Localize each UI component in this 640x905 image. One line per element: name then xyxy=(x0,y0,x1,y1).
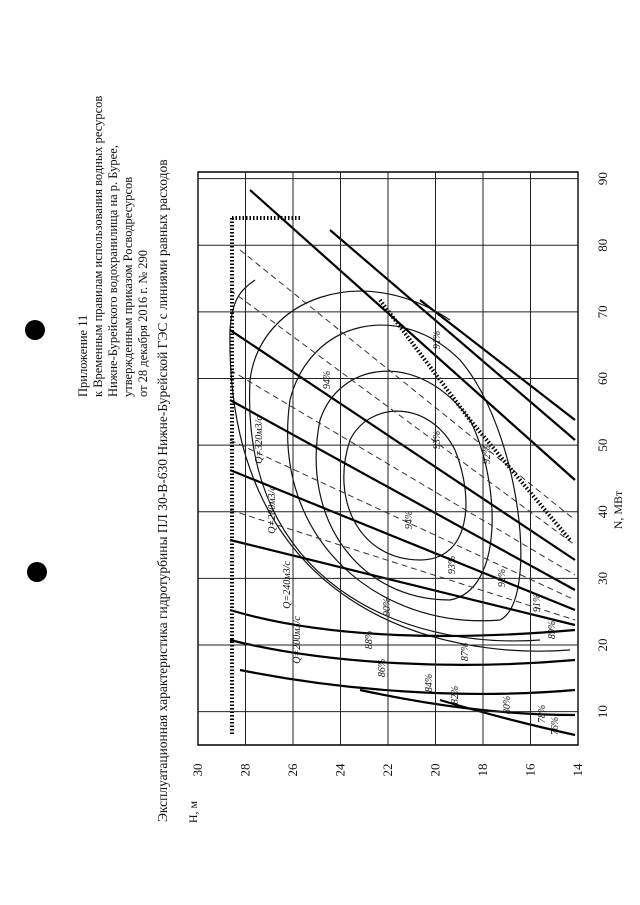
contour-label: 94% xyxy=(322,371,333,389)
flow-line xyxy=(229,399,576,591)
contour-label: 82% xyxy=(450,686,461,704)
flow-line xyxy=(229,439,576,601)
contour-label: 93% xyxy=(447,556,458,574)
flow-line xyxy=(329,229,576,441)
contour-label: Q=200м3/с xyxy=(292,616,303,664)
punch-hole xyxy=(27,562,47,582)
contour xyxy=(315,370,493,601)
y-tick-label: 26 xyxy=(285,763,300,777)
contours xyxy=(229,189,576,737)
flow-line xyxy=(229,369,576,576)
header-line: от 28 декабря 2016 г. № 290 xyxy=(136,250,150,397)
flow-line xyxy=(239,249,576,521)
contour xyxy=(229,638,576,666)
contour-label: 92% xyxy=(482,446,493,464)
y-tick-label: 24 xyxy=(333,763,348,777)
limit-line xyxy=(378,298,572,542)
flow-line xyxy=(229,509,576,621)
y-tick-label: 20 xyxy=(428,764,443,777)
y-tick-label: 18 xyxy=(475,764,490,777)
y-tick-label: 14 xyxy=(570,763,585,777)
contour-label: 76% xyxy=(550,717,561,735)
contour-label: 90% xyxy=(382,598,393,616)
y-axis-label: H, м xyxy=(186,800,200,823)
contour-label: 91% xyxy=(532,594,543,612)
y-tick-label: 22 xyxy=(380,764,395,777)
x-tick-label: 60 xyxy=(595,372,610,385)
contour-label: 91% xyxy=(432,331,443,349)
x-tick-label: 50 xyxy=(595,439,610,452)
contour-label: Q=320м3/с xyxy=(254,416,265,464)
contour-label: 80% xyxy=(502,696,513,714)
contour xyxy=(229,279,571,652)
contour-label: 93% xyxy=(432,431,443,449)
header-line: Нижне-Бурейского водохранилища на р. Бур… xyxy=(106,145,120,397)
contour-label: Q=240м3/с xyxy=(282,561,293,609)
x-tick-label: 40 xyxy=(595,505,610,518)
flow-line xyxy=(249,189,576,481)
contour xyxy=(229,608,576,638)
flow-line xyxy=(229,468,576,612)
contour-label: 92% xyxy=(497,569,508,587)
header-line: к Временным правилам использования водны… xyxy=(91,96,105,397)
contour xyxy=(343,410,467,561)
x-tick-label: 70 xyxy=(595,305,610,318)
x-tick-label: 30 xyxy=(595,572,610,585)
flow-line xyxy=(419,299,576,421)
header-line: Приложение 11 xyxy=(76,315,90,397)
contour-label: 89% xyxy=(547,621,558,639)
y-tick-label: 16 xyxy=(523,763,538,777)
contour xyxy=(239,668,576,696)
flow-line xyxy=(229,538,576,627)
x-tick-label: 80 xyxy=(595,239,610,252)
punch-hole xyxy=(25,320,45,340)
contour-label: 88% xyxy=(364,631,375,649)
y-tick-label: 30 xyxy=(190,764,205,777)
x-tick-label: 90 xyxy=(595,172,610,185)
contour-label: Q=280м3/с xyxy=(267,486,278,534)
contour xyxy=(439,698,576,737)
contour xyxy=(249,290,541,642)
chart-title: Эксплуатационная характеристика гидротур… xyxy=(155,159,170,822)
contour-label: 78% xyxy=(537,705,548,723)
contour-label: 86% xyxy=(377,659,388,677)
contour-label: 87% xyxy=(460,643,471,661)
x-tick-label: 10 xyxy=(595,705,610,718)
y-tick-label: 28 xyxy=(238,764,253,777)
contour-label: 84% xyxy=(424,674,435,692)
contour-label: 94% xyxy=(404,511,415,529)
x-tick-label: 20 xyxy=(595,639,610,652)
x-axis-label: N, МВт xyxy=(611,490,625,529)
flow-line xyxy=(229,289,576,546)
header-line: утвержденным приказом Росводресурсов xyxy=(121,177,135,397)
